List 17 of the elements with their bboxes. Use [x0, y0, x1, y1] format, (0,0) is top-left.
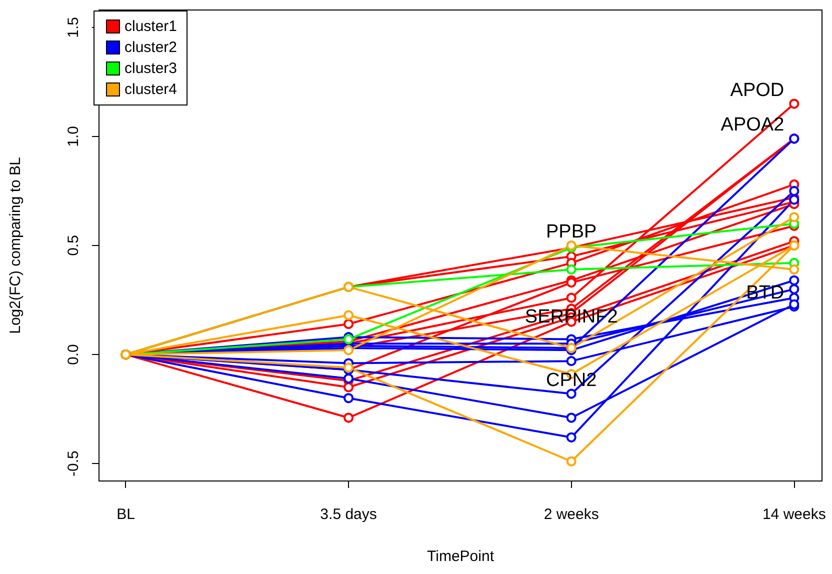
y-tick-label: 0.0 — [65, 344, 82, 365]
legend-label: cluster3 — [124, 60, 178, 77]
x-tick-label: BL — [116, 506, 135, 523]
legend-label: cluster2 — [124, 39, 178, 56]
x-tick-label: 2 weeks — [544, 506, 599, 523]
y-tick-label: 1.0 — [65, 126, 82, 147]
x-axis-title: TimePoint — [427, 548, 495, 565]
annotation: PPBP — [546, 222, 597, 242]
x-tick-label: 14 weeks — [762, 506, 826, 523]
y-tick-label: 0.5 — [65, 235, 82, 256]
annotation: APOD — [730, 80, 784, 101]
x-tick-label: 3.5 days — [320, 506, 377, 523]
legend-label: cluster1 — [124, 18, 178, 35]
legend-label: cluster4 — [124, 81, 178, 98]
y-tick-label: 1.5 — [65, 17, 82, 38]
y-axis-title: Log2(FC) comparing to BL — [7, 157, 24, 334]
y-tick-label: -0.5 — [65, 450, 82, 476]
